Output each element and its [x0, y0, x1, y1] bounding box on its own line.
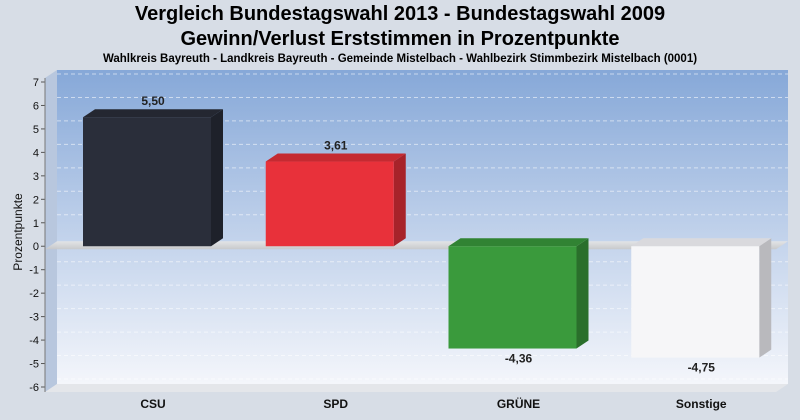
- y-tick-label: -6: [29, 382, 39, 394]
- y-tick-label: 5: [33, 124, 39, 136]
- y-tick-label: -5: [29, 359, 39, 371]
- bar-front: [83, 117, 211, 247]
- x-tick-label: SPD: [323, 397, 348, 411]
- bar-side: [211, 109, 223, 247]
- x-tick-label: CSU: [140, 397, 165, 411]
- bar-value-label: -4,75: [688, 361, 716, 375]
- plot-floor: [45, 384, 788, 392]
- y-tick-label: 2: [33, 194, 39, 206]
- bar-side: [759, 238, 772, 358]
- bar-side: [393, 153, 406, 247]
- bar-top: [448, 238, 589, 247]
- x-tick-label: GRÜNE: [497, 396, 540, 411]
- y-tick-label: -3: [29, 312, 39, 324]
- bar-sonstige: [631, 238, 772, 358]
- zero-plane: [45, 241, 788, 250]
- y-tick-label: -4: [29, 335, 39, 347]
- y-tick-label: -2: [29, 288, 39, 300]
- bar-value-label: 5,50: [141, 94, 165, 108]
- chart-title-line1: Vergleich Bundestagswahl 2013 - Bundesta…: [134, 3, 666, 25]
- bar-value-label: 3,61: [324, 139, 348, 153]
- y-tick-label: 4: [33, 147, 39, 159]
- bar-front: [631, 246, 760, 358]
- y-tick-label: 0: [33, 241, 39, 253]
- plot-left-wall: [45, 70, 57, 392]
- chart-subtitle: Wahlkreis Bayreuth - Landkreis Bayreuth …: [102, 53, 698, 65]
- bar-csu: [83, 109, 223, 247]
- y-axis-label: Prozentpunkte: [11, 193, 25, 271]
- y-tick-label: -1: [29, 265, 39, 277]
- y-tick-label: 1: [33, 218, 39, 230]
- y-tick-label: 7: [33, 77, 39, 89]
- bar-gr-ne: [448, 238, 589, 349]
- bar-front: [265, 161, 394, 247]
- y-tick-label: 3: [33, 171, 39, 183]
- y-tick-label: 6: [33, 100, 39, 112]
- x-tick-label: Sonstige: [676, 397, 727, 411]
- bar-value-label: -4,36: [505, 352, 533, 366]
- bar-top: [83, 109, 223, 118]
- chart-title-line2: Gewinn/Verlust Erststimmen in Prozentpun…: [180, 28, 620, 50]
- bar-spd: [265, 153, 406, 247]
- bar-top: [265, 153, 406, 162]
- bar-front: [448, 246, 577, 349]
- bar-top: [631, 238, 772, 247]
- bar-side: [576, 238, 589, 349]
